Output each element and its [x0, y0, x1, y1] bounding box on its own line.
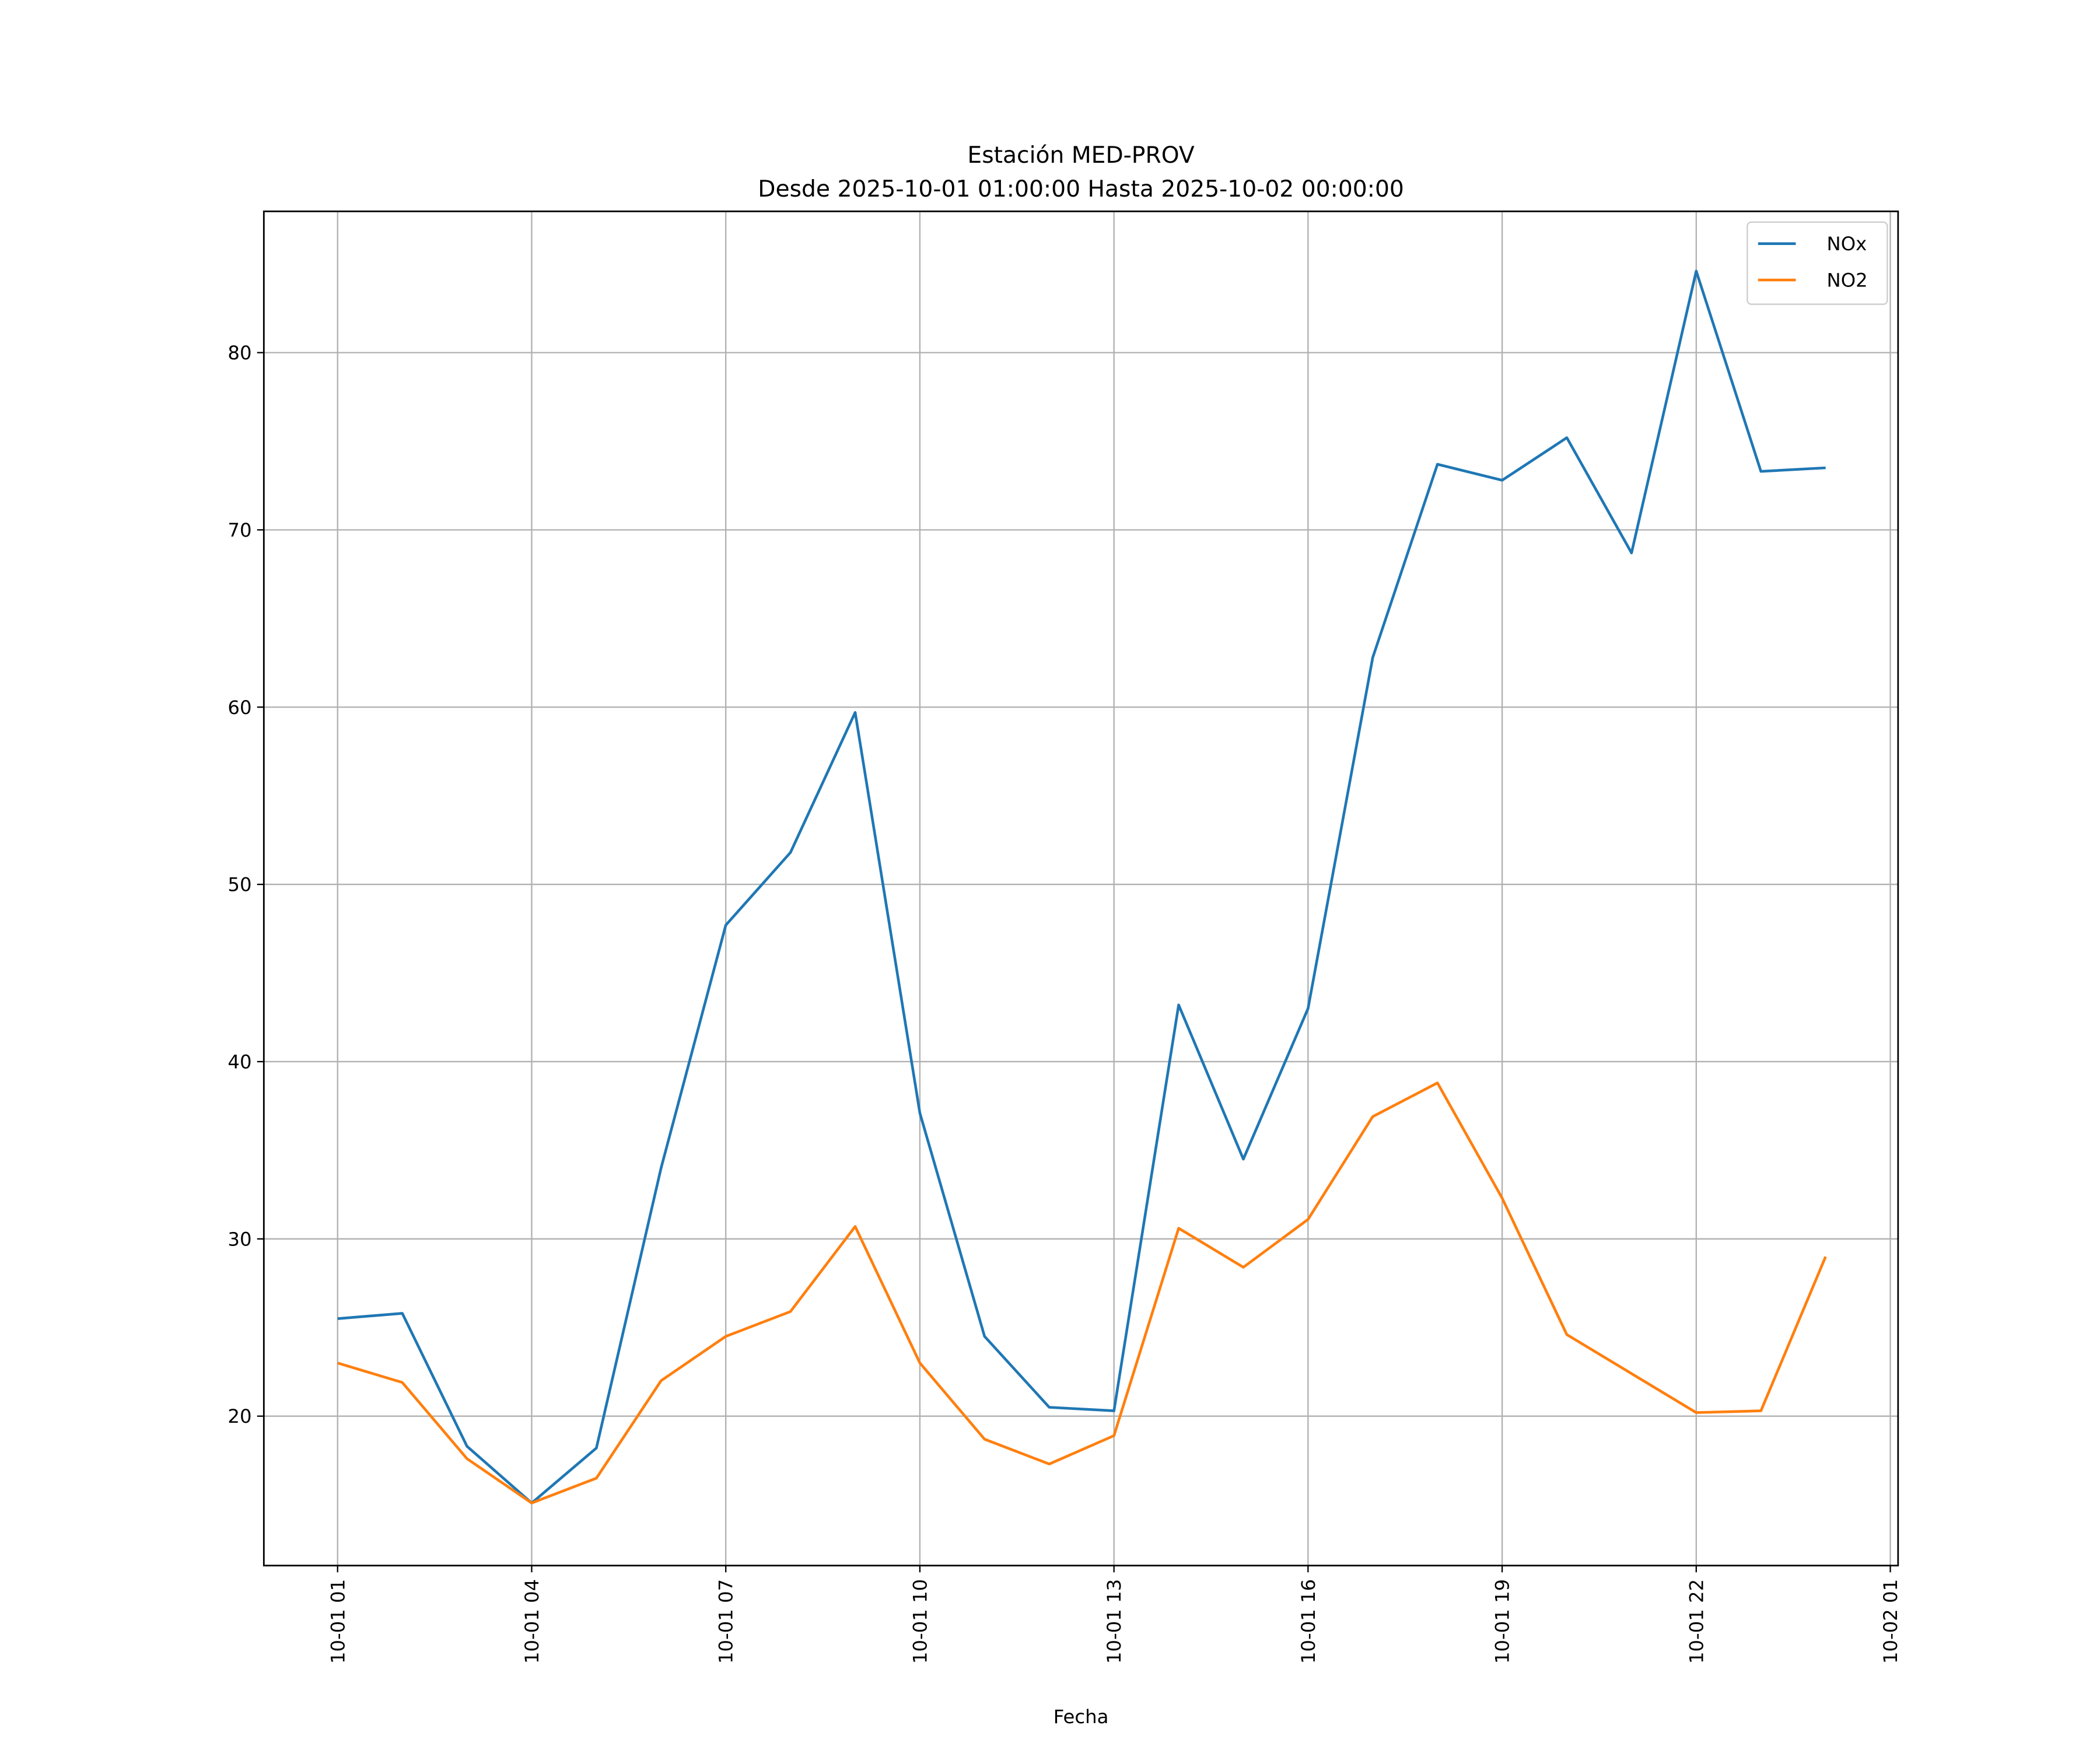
x-tick-label: 10-01 04 [521, 1579, 543, 1664]
legend: NOx NO2 [1746, 221, 1888, 305]
axis-ticks: 10-01 01 10-01 04 10-01 07 10-01 10 10-01 13… [228, 342, 1902, 1664]
y-tick-label: 60 [228, 696, 251, 719]
x-tick-label: 10-01 07 [715, 1579, 737, 1664]
x-tick-label: 10-01 16 [1297, 1579, 1320, 1664]
y-tick-label: 40 [228, 1051, 251, 1073]
y-tick-label: 20 [228, 1405, 251, 1427]
x-axis-label: Fecha [1054, 1706, 1109, 1728]
legend-label-no2: NO2 [1827, 270, 1868, 292]
series-line-no2 [337, 1082, 1827, 1504]
x-tick-label: 10-01 13 [1103, 1579, 1125, 1664]
chart-subtitle: Desde 2025-10-01 01:00:00 Hasta 2025-10-… [758, 176, 1404, 202]
chart-title: Estación MED-PROV [967, 142, 1194, 169]
y-tick-label: 50 [228, 874, 251, 896]
plot-frame [262, 210, 1899, 1567]
series-lines [337, 270, 1827, 1504]
x-tick-label: 10-01 01 [327, 1579, 349, 1664]
y-tick-label: 70 [228, 519, 251, 541]
series-line-nox [337, 270, 1826, 1504]
legend-label-nox: NOx [1827, 233, 1867, 255]
y-tick-label: 80 [228, 342, 251, 364]
x-tick-label: 10-01 19 [1492, 1579, 1514, 1664]
x-tick-label: 10-01 22 [1685, 1579, 1707, 1664]
x-tick-label: 10-01 10 [909, 1579, 931, 1664]
x-tick-label: 10-02 01 [1880, 1579, 1902, 1664]
y-tick-label: 30 [228, 1228, 251, 1250]
grid [264, 211, 1898, 1566]
